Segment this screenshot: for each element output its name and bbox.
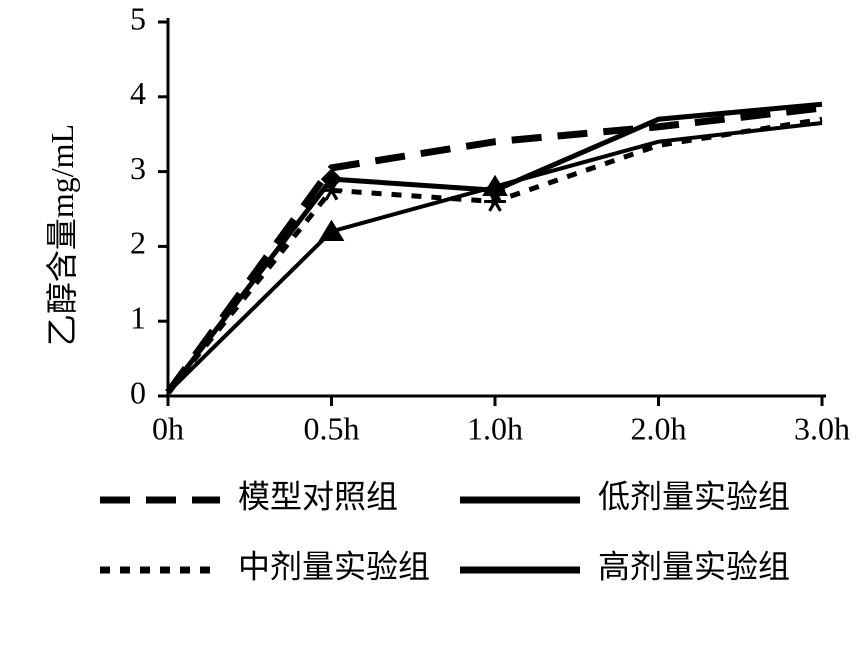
y-tick-label: 0 — [130, 374, 146, 410]
series-low-dose — [168, 104, 822, 392]
legend-label-model-control: 模型对照组 — [238, 478, 398, 514]
y-tick-label: 5 — [130, 0, 146, 36]
series-model-control — [168, 108, 822, 392]
chart-frame: { "chart": { "type": "line", "background… — [0, 0, 859, 667]
x-tick-label: 0h — [152, 410, 184, 446]
y-tick-label: 1 — [130, 300, 146, 336]
x-tick-label: 3.0h — [794, 410, 850, 446]
x-tick-label: 2.0h — [631, 410, 687, 446]
y-tick-label: 2 — [130, 225, 146, 261]
legend-label-mid-dose: 中剂量实验组 — [238, 548, 430, 584]
x-tick-label: 0.5h — [304, 410, 360, 446]
x-tick-label: 1.0h — [467, 410, 523, 446]
legend-label-high-dose: 高剂量实验组 — [598, 548, 790, 584]
series-mid-dose — [168, 119, 822, 392]
y-tick-label: 3 — [130, 150, 146, 186]
chart-svg: 0 1 2 3 4 5 0h 0.5h 1.0h 2.0h 3.0h 模型对照组 低剂量实验组中剂量实验… — [0, 0, 859, 667]
y-axis-label: 乙醇含量mg/mL — [37, 124, 83, 346]
y-tick-label: 4 — [130, 75, 146, 111]
legend-label-low-dose: 低剂量实验组 — [598, 478, 790, 514]
